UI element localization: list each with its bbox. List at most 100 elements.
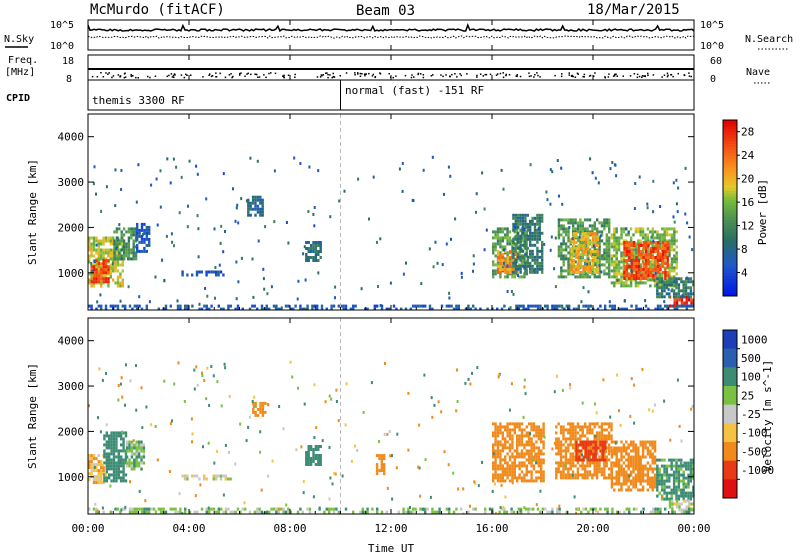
data-cell-1 <box>103 437 106 441</box>
data-cell-8 <box>600 437 604 441</box>
data-cell-13 <box>637 274 641 277</box>
data-cell-8 <box>595 443 599 447</box>
data-cell-7 <box>499 251 502 255</box>
data-cell-10 <box>637 446 640 450</box>
data-cell-0 <box>95 475 98 479</box>
data-cell-1 <box>112 461 116 465</box>
data-cell-10 <box>632 458 635 462</box>
data-cell-8 <box>600 470 604 474</box>
data-cell-9 <box>524 261 527 265</box>
data-cell-1 <box>115 455 118 459</box>
data-cell-13 <box>654 241 657 244</box>
data-cell-8 <box>588 461 592 465</box>
data-cell-5 <box>256 198 260 202</box>
data-cell-13 <box>359 510 362 514</box>
nave-point <box>476 76 478 78</box>
data-cell-7 <box>492 248 495 252</box>
data-cell-2 <box>122 257 126 261</box>
data-cell-13 <box>637 259 641 262</box>
data-cell-13 <box>234 510 237 514</box>
data-cell-9 <box>536 267 539 271</box>
data-cell-7 <box>537 455 540 459</box>
scatter-echo <box>587 290 590 294</box>
data-cell-13 <box>284 510 288 514</box>
nave-point <box>533 76 535 78</box>
data-cell-0 <box>88 466 91 470</box>
data-cell-7 <box>492 479 495 483</box>
data-cell-13 <box>138 507 141 511</box>
data-cell-9 <box>580 449 583 453</box>
data-cell-1 <box>108 443 111 447</box>
data-cell-12 <box>670 275 674 279</box>
data-cell-10 <box>632 446 635 450</box>
data-cell-13 <box>136 510 139 514</box>
data-cell-10 <box>622 467 626 471</box>
data-cell-10 <box>649 443 652 447</box>
data-cell-11 <box>587 268 590 271</box>
data-cell-11 <box>575 232 578 235</box>
data-cell-11 <box>591 256 595 259</box>
scatter-echo <box>274 306 277 310</box>
data-cell-7 <box>494 263 497 267</box>
scatter-echo <box>569 383 572 387</box>
data-cell-11 <box>656 488 659 492</box>
scatter-echo <box>285 503 288 507</box>
data-cell-11 <box>668 464 671 468</box>
scatter-echo <box>594 176 597 180</box>
data-cell-8 <box>499 262 502 266</box>
data-cell-15 <box>680 280 683 284</box>
data-cell-10 <box>608 221 611 225</box>
data-cell-9 <box>584 443 588 447</box>
data-cell-11 <box>682 497 685 501</box>
data-cell-12 <box>661 227 664 231</box>
data-cell-9 <box>514 258 517 262</box>
data-cell-1 <box>122 467 125 471</box>
scatter-echo <box>240 197 243 201</box>
data-cell-10 <box>603 248 606 252</box>
scatter-echo <box>198 302 201 306</box>
data-cell-3 <box>145 231 148 235</box>
nave-point <box>505 73 507 76</box>
scatter-echo <box>395 466 398 470</box>
data-cell-7 <box>504 440 507 444</box>
data-cell-15 <box>663 280 666 284</box>
data-cell-0 <box>92 478 96 482</box>
power-colorbar-segment <box>723 149 737 153</box>
data-cell-0 <box>90 254 93 258</box>
data-cell-4 <box>205 270 208 274</box>
data-cell-13 <box>258 507 261 511</box>
data-cell-8 <box>581 431 584 435</box>
scatter-echo <box>232 187 234 191</box>
data-cell-10 <box>620 470 623 474</box>
data-cell-7 <box>511 464 514 468</box>
data-cell-10 <box>608 224 611 228</box>
scatter-echo <box>99 430 102 434</box>
data-cell-8 <box>569 431 572 435</box>
nave-point <box>422 74 425 76</box>
data-cell-13 <box>632 507 636 511</box>
data-cell-7 <box>520 428 524 432</box>
data-cell-7 <box>528 452 531 456</box>
nave-point <box>460 74 462 77</box>
data-cell-11 <box>687 485 690 489</box>
data-cell-2 <box>125 446 129 450</box>
data-cell-6 <box>309 247 313 250</box>
data-cell-10 <box>644 467 647 471</box>
nave-point <box>482 75 484 77</box>
data-cell-9 <box>533 225 537 229</box>
data-cell-16 <box>676 304 679 308</box>
data-cell-2 <box>118 242 121 246</box>
data-cell-8 <box>555 425 558 429</box>
scatter-echo <box>183 308 186 310</box>
nave-point <box>442 75 444 78</box>
data-cell-11 <box>591 232 595 235</box>
scatter-echo <box>297 279 300 283</box>
data-cell-10 <box>579 227 582 231</box>
data-cell-8 <box>574 431 577 435</box>
data-cell-10 <box>572 230 575 234</box>
data-cell-11 <box>596 259 600 262</box>
scatter-echo <box>688 235 691 239</box>
data-cell-10 <box>615 479 618 483</box>
data-cell-9 <box>533 222 537 226</box>
data-cell-7 <box>496 434 500 438</box>
